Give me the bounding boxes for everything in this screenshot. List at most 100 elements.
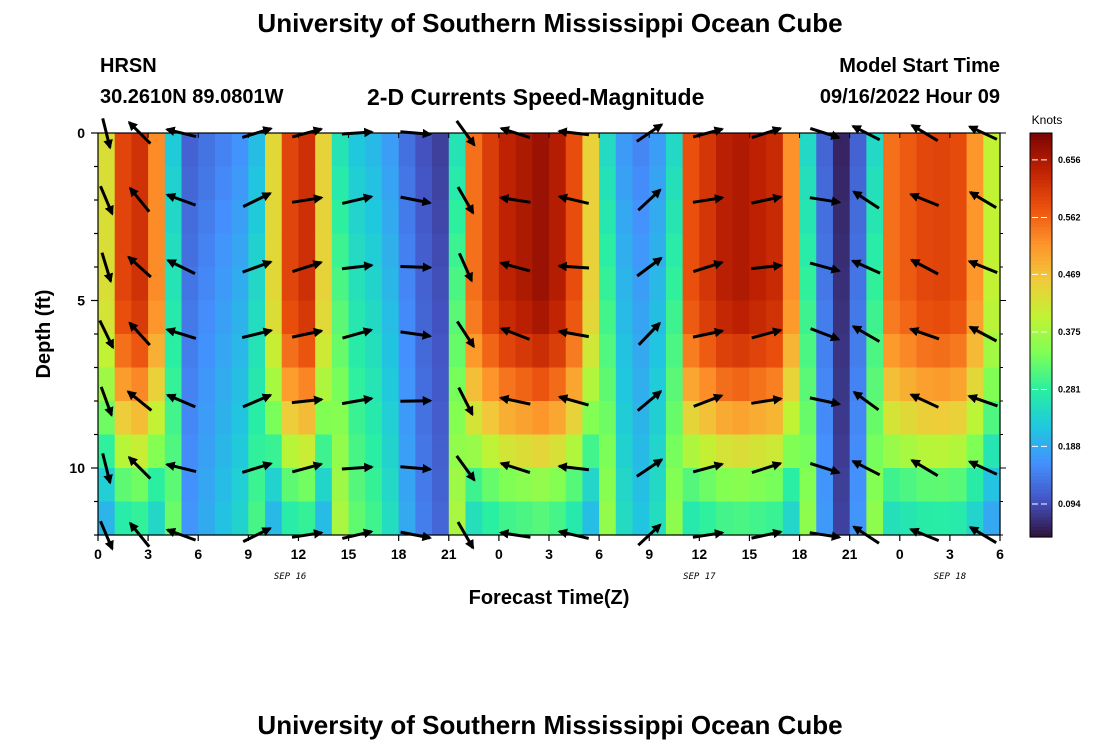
current-vector-arrow: [165, 327, 197, 340]
heatmap-cell: [665, 200, 684, 235]
date-label: SEP 18: [934, 572, 967, 582]
colorbar-swatch: [1030, 530, 1052, 535]
heatmap-cell: [599, 267, 617, 302]
heatmap-cell: [782, 267, 801, 302]
heatmap-cell: [148, 468, 166, 503]
heatmap-cell: [916, 300, 934, 335]
heatmap-cell: [732, 267, 751, 302]
heatmap-cell: [281, 267, 300, 302]
heatmap-cell: [315, 468, 333, 503]
current-vector-arrow: [908, 327, 940, 341]
heatmap-cell: [415, 401, 433, 436]
colorbar-swatch: [1030, 186, 1052, 191]
heatmap-cell: [732, 434, 751, 469]
heatmap-cell: [849, 200, 867, 235]
heatmap-cell: [866, 501, 884, 536]
colorbar-swatch: [1030, 409, 1052, 414]
heatmap-cell: [799, 200, 817, 235]
heatmap-cell: [248, 367, 266, 402]
heatmap-cell: [899, 133, 918, 168]
heatmap-cell: [515, 233, 533, 268]
heatmap-cell: [966, 267, 984, 302]
heatmap-cell: [949, 233, 968, 268]
heatmap-cell: [866, 334, 884, 369]
heatmap-cell: [381, 267, 400, 302]
colorbar-swatch: [1030, 230, 1052, 235]
heatmap-cell: [615, 166, 634, 201]
heatmap-cell: [899, 367, 918, 402]
current-vector-arrow: [291, 461, 324, 474]
heatmap-cell: [883, 133, 901, 168]
x-tick-label: 21: [441, 546, 457, 562]
heatmap-cell: [148, 401, 166, 436]
heatmap-cell: [231, 233, 249, 268]
heatmap-cell: [415, 267, 433, 302]
heatmap-cell: [749, 200, 767, 235]
heatmap-cell: [682, 300, 700, 335]
heatmap-cell: [916, 334, 934, 369]
heatmap-cell: [448, 434, 467, 469]
heatmap-cell: [181, 434, 199, 469]
heatmap-cell: [181, 367, 199, 402]
x-axis-title: Forecast Time(Z): [469, 587, 630, 609]
heatmap-cell: [131, 166, 149, 201]
heatmap-cell: [665, 233, 684, 268]
heatmap-cell: [866, 434, 884, 469]
heatmap-cell: [749, 300, 767, 335]
heatmap-cell: [549, 367, 567, 402]
heatmap-cell: [849, 233, 867, 268]
heatmap-cell: [749, 233, 767, 268]
heatmap-cell: [532, 401, 550, 436]
heatmap-cell: [98, 300, 116, 335]
heatmap-cell: [498, 334, 517, 369]
heatmap-cell: [164, 434, 183, 469]
heatmap-cell: [949, 267, 968, 302]
colorbar-swatch: [1030, 234, 1052, 238]
heatmap-cell: [131, 401, 149, 436]
heatmap-cell: [415, 334, 433, 369]
x-tick-label: 0: [896, 546, 904, 562]
colorbar-swatch: [1030, 324, 1052, 329]
heatmap-cell: [331, 468, 350, 503]
heatmap-cell: [448, 200, 467, 235]
heatmap-cell: [365, 233, 383, 268]
x-tick-label: 3: [144, 546, 152, 562]
heatmap-cell: [365, 267, 383, 302]
heatmap-cell: [899, 267, 918, 302]
heatmap-cell: [231, 468, 249, 503]
heatmap-cell: [415, 233, 433, 268]
heatmap-cell: [281, 233, 300, 268]
heatmap-cell: [231, 300, 249, 335]
colorbar-swatch: [1030, 183, 1052, 188]
heatmap-cell: [782, 468, 801, 503]
heatmap-cell: [181, 300, 199, 335]
heatmap-cell: [381, 367, 400, 402]
heatmap-cell: [298, 233, 316, 268]
heatmap-cell: [331, 367, 350, 402]
heatmap-cell: [699, 468, 717, 503]
heatmap-cell: [432, 468, 450, 503]
heatmap-cell: [849, 468, 867, 503]
colorbar-swatch: [1030, 372, 1052, 376]
heatmap-cell: [682, 267, 700, 302]
heatmap-cell: [949, 166, 968, 201]
heatmap-cell: [949, 468, 968, 503]
colorbar-swatch: [1030, 159, 1052, 164]
current-vector-arrow: [100, 252, 114, 284]
heatmap-cell: [682, 233, 700, 268]
heatmap-cell: [665, 501, 684, 536]
heatmap-cell: [231, 401, 249, 436]
model-start-label: Model Start Time: [839, 55, 1000, 77]
colorbar-swatch: [1030, 223, 1052, 228]
colorbar-swatch: [1030, 170, 1052, 174]
heatmap-cell: [248, 267, 266, 302]
heatmap-cell: [782, 401, 801, 436]
current-vector-arrow: [499, 260, 531, 273]
heatmap-cell: [933, 166, 951, 201]
heatmap-cell: [966, 334, 984, 369]
heatmap-cell: [699, 434, 717, 469]
heatmap-cell: [799, 401, 817, 436]
heatmap-cell: [164, 300, 183, 335]
heatmap-cell: [448, 133, 467, 168]
heatmap-cell: [799, 367, 817, 402]
